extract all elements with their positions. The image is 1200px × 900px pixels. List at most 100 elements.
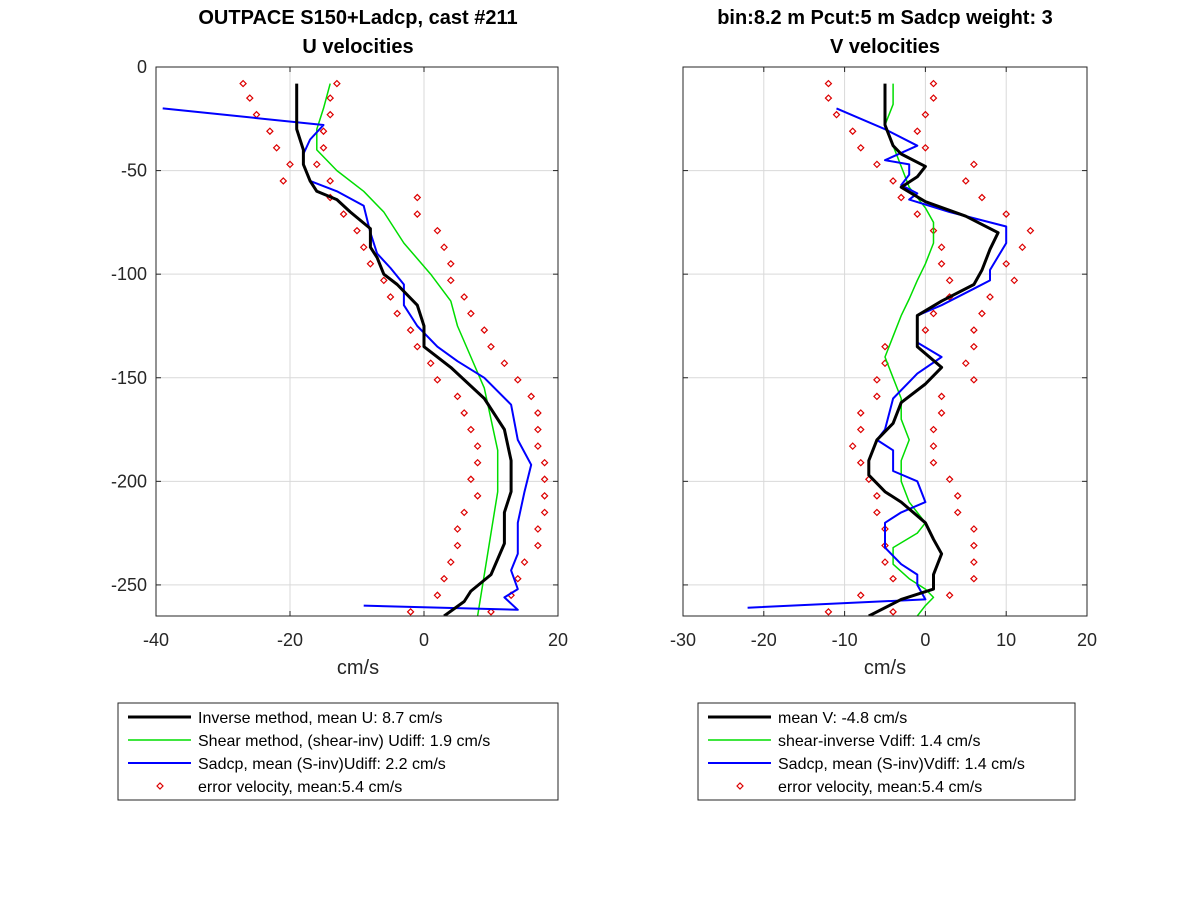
u-series-line-0 [295,83,513,616]
v-series-line-1 [884,83,935,616]
u-panel-subtitle: U velocities [302,36,413,58]
u-error-velocity-marker [527,392,536,401]
v-error-velocity-marker [937,409,946,417]
u-error-velocity-marker [467,425,475,434]
u-x-axis-label: cm/s [337,657,379,679]
u-error-velocity-marker [386,293,395,301]
v-error-velocity-marker [929,458,938,467]
u-error-velocity-marker [326,110,335,119]
v-error-velocity-marker [937,259,946,268]
u-error-velocity-marker [326,94,335,102]
u-plot-area [162,79,549,616]
v-error-velocity-marker [978,309,986,318]
v-error-velocity-marker [978,193,986,202]
v-legend-label: error velocity, mean:5.4 cm/s [778,779,982,796]
v-series-group [747,79,1035,616]
v-error-velocity-marker [873,508,881,517]
u-legend-label: error velocity, mean:5.4 cm/s [198,779,402,796]
v-velocity-panel: bin:8.2 m Pcut:5 m Sadcp weight: 3 V vel… [670,7,1097,801]
v-error-velocity-marker [1010,276,1019,285]
v-x-tick-label: -30 [670,630,696,650]
u-error-velocity-marker [520,558,529,566]
v-error-velocity-marker [921,110,930,119]
v-error-velocity-marker [970,326,978,334]
u-error-velocity-marker [473,458,482,467]
u-error-velocity-marker [359,243,368,252]
v-error-velocity-marker [889,177,897,185]
u-error-velocity-marker [446,259,455,268]
u-error-velocity-marker [534,541,542,550]
v-plot-area [747,79,1035,616]
u-error-velocity-marker [239,79,247,88]
v-error-velocity-marker [937,392,946,401]
u-error-velocity-marker [252,110,261,119]
v-error-velocity-marker [1002,210,1011,218]
u-error-velocity-marker [534,425,542,434]
u-ticks: -40 -20 0 200-50-100-150-200-250 [111,57,568,650]
u-error-velocity-marker [513,574,522,583]
u-error-velocity-marker [426,359,435,368]
u-velocity-panel: OUTPACE S150+Ladcp, cast #211 U velociti… [111,7,568,801]
v-legend: mean V: -4.8 cm/s shear-inverse Vdiff: 1.… [697,702,1076,801]
v-x-axis-label: cm/s [864,657,906,679]
v-error-velocity-marker [824,94,833,102]
v-ticks: -30 -20 -10 0 10 20 [670,66,1097,650]
u-error-velocity-marker [353,226,361,235]
u-error-velocity-marker [534,442,542,450]
v-error-velocity-marker [873,160,881,169]
v-error-velocity-marker [921,143,930,152]
v-error-velocity-marker [1026,226,1035,235]
v-error-velocity-marker [824,608,833,616]
u-error-velocity-marker [433,226,442,235]
v-error-velocity-marker [856,409,865,417]
v-error-velocity-marker [945,475,954,484]
u-error-velocity-marker [460,508,469,517]
u-error-velocity-marker [266,127,274,136]
u-error-velocity-marker [319,127,328,136]
v-error-velocity-marker [889,608,897,616]
u-x-tick-label: -40 [143,630,169,650]
v-panel-title: bin:8.2 m Pcut:5 m Sadcp weight: 3 [717,7,1053,29]
v-error-velocity-marker [881,342,889,351]
u-y-tick-label: -250 [111,575,147,595]
v-error-velocity-marker [856,591,865,600]
v-x-tick-label: -10 [832,630,858,650]
u-series-line-1 [316,83,499,616]
v-panel-subtitle: V velocities [830,36,940,58]
u-error-velocity-marker [480,326,489,334]
u-error-velocity-marker [540,508,549,517]
u-error-velocity-marker [406,608,415,616]
u-error-velocity-marker [453,525,462,533]
v-error-velocity-marker [824,79,833,88]
u-error-velocity-marker [467,309,475,318]
u-axes-frame [155,66,559,617]
u-error-velocity-marker [446,558,455,566]
u-error-velocity-marker [366,259,375,268]
u-error-velocity-marker [406,326,415,334]
v-error-velocity-marker [945,591,954,600]
u-x-tick-label: 0 [419,630,429,650]
u-error-velocity-marker [487,342,495,351]
u-error-velocity-marker [319,143,328,152]
v-error-velocity-marker [929,309,938,318]
v-error-velocity-marker [1002,259,1011,268]
u-legend-marker [156,782,164,790]
v-x-tick-label: -20 [751,630,777,650]
u-error-velocity-marker [540,458,549,467]
v-error-velocity-marker [889,574,897,583]
u-error-velocity-marker [473,491,482,500]
v-error-velocity-marker [970,375,978,384]
v-x-tick-label: 0 [920,630,930,650]
u-legend-label: Sadcp, mean (S-inv)Udiff: 2.2 cm/s [198,756,446,773]
u-error-velocity-marker [339,210,348,218]
u-error-velocity-marker [413,342,422,351]
u-error-velocity-marker [500,359,509,368]
v-error-velocity-marker [913,127,922,136]
v-error-velocity-marker [929,425,938,434]
u-y-tick-label: -50 [121,161,147,181]
u-y-tick-label: -200 [111,471,147,491]
v-error-velocity-marker [929,226,938,235]
u-panel-title: OUTPACE S150+Ladcp, cast #211 [198,7,517,29]
u-y-tick-label: -150 [111,368,147,388]
